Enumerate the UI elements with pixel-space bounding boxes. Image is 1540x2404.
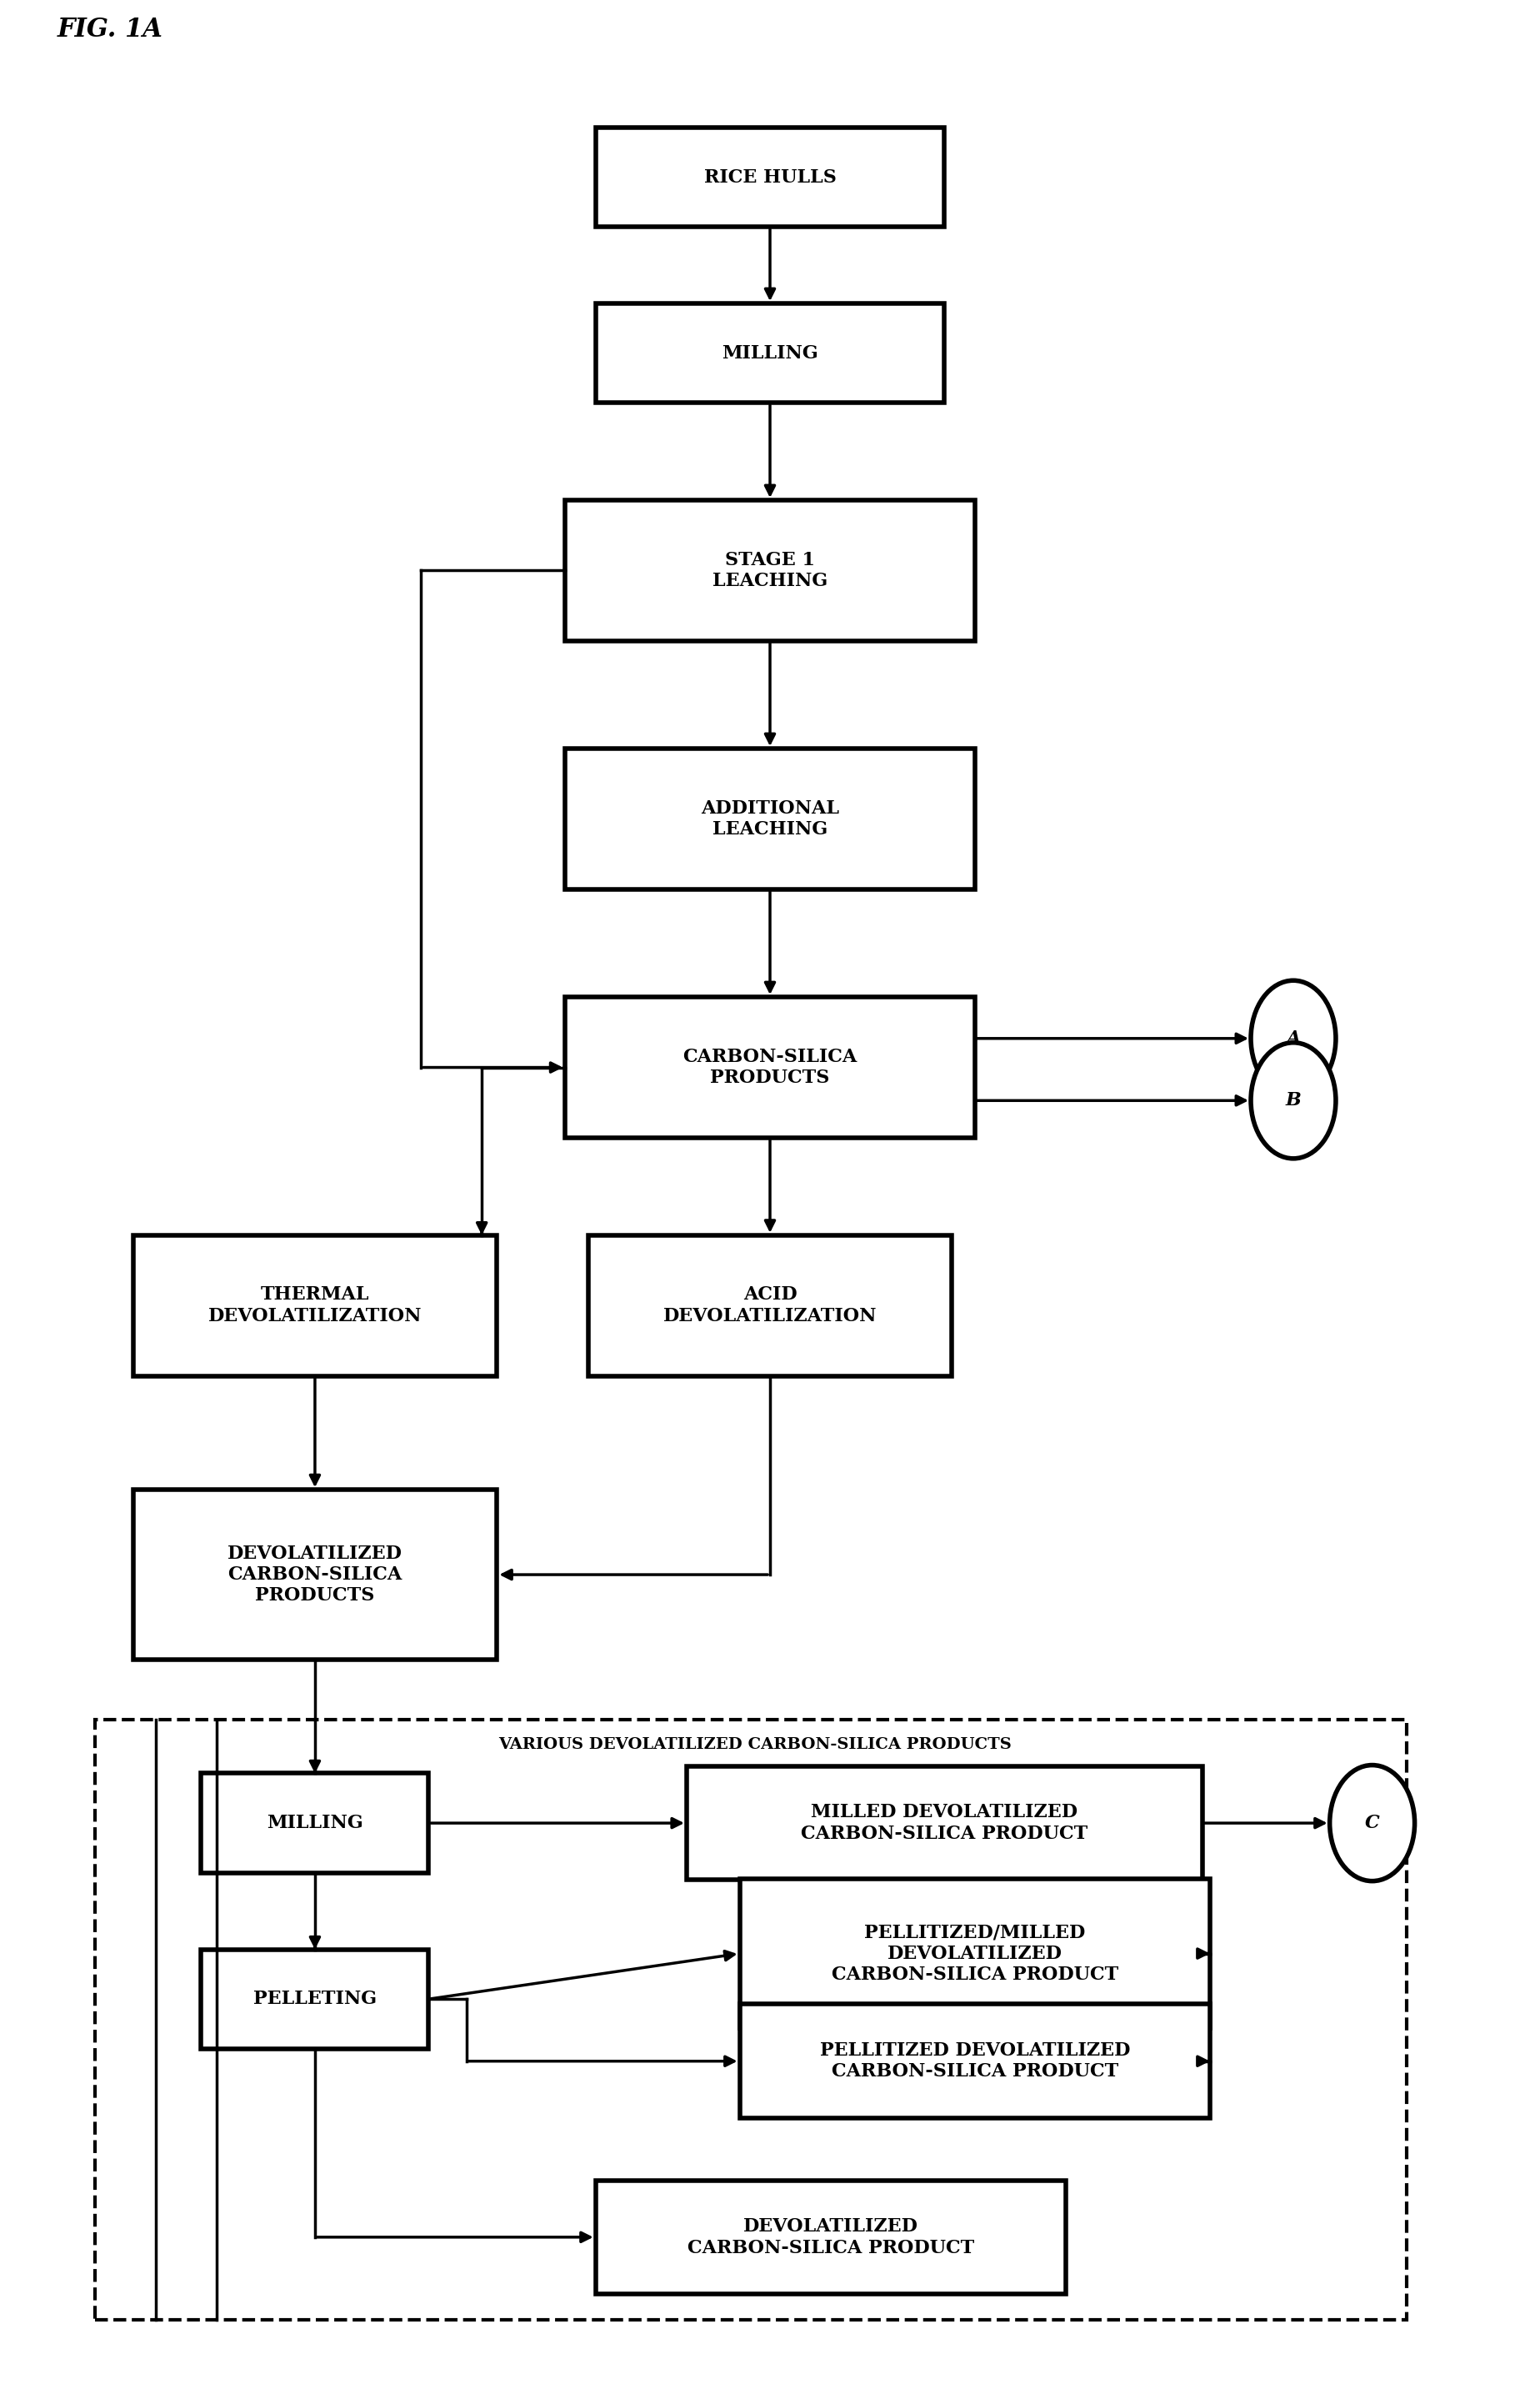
FancyBboxPatch shape bbox=[588, 1236, 952, 1375]
Text: CARBON-SILICA
PRODUCTS: CARBON-SILICA PRODUCTS bbox=[682, 1048, 858, 1087]
Text: VARIOUS DEVOLATILIZED CARBON-SILICA PRODUCTS: VARIOUS DEVOLATILIZED CARBON-SILICA PROD… bbox=[499, 1738, 1012, 1753]
Text: DEVOLATILIZED
CARBON-SILICA
PRODUCTS: DEVOLATILIZED CARBON-SILICA PRODUCTS bbox=[228, 1543, 402, 1606]
Text: STAGE 1
LEACHING: STAGE 1 LEACHING bbox=[713, 551, 827, 591]
Circle shape bbox=[1329, 1765, 1415, 1880]
Text: B: B bbox=[1286, 1091, 1301, 1111]
Text: DEVOLATILIZED
CARBON-SILICA PRODUCT: DEVOLATILIZED CARBON-SILICA PRODUCT bbox=[687, 2216, 975, 2257]
FancyBboxPatch shape bbox=[739, 2005, 1210, 2118]
FancyBboxPatch shape bbox=[596, 2180, 1066, 2293]
Text: ADDITIONAL
LEACHING: ADDITIONAL LEACHING bbox=[701, 798, 839, 839]
Text: RICE HULLS: RICE HULLS bbox=[704, 168, 836, 188]
Text: MILLING: MILLING bbox=[266, 1815, 363, 1832]
FancyBboxPatch shape bbox=[565, 500, 975, 642]
FancyBboxPatch shape bbox=[202, 1950, 428, 2048]
FancyBboxPatch shape bbox=[565, 748, 975, 889]
Text: PELLETING: PELLETING bbox=[253, 1991, 377, 2007]
Text: ACID
DEVOLATILIZATION: ACID DEVOLATILIZATION bbox=[664, 1286, 876, 1325]
Text: A: A bbox=[1286, 1029, 1300, 1048]
Text: MILLED DEVOLATILIZED
CARBON-SILICA PRODUCT: MILLED DEVOLATILIZED CARBON-SILICA PRODU… bbox=[801, 1803, 1087, 1844]
FancyBboxPatch shape bbox=[739, 1880, 1210, 2029]
Text: FIG. 1A: FIG. 1A bbox=[57, 17, 163, 43]
FancyBboxPatch shape bbox=[202, 1774, 428, 1873]
Text: THERMAL
DEVOLATILIZATION: THERMAL DEVOLATILIZATION bbox=[208, 1286, 422, 1325]
Text: MILLING: MILLING bbox=[722, 344, 818, 363]
Circle shape bbox=[1250, 1043, 1335, 1159]
FancyBboxPatch shape bbox=[132, 1236, 497, 1375]
FancyBboxPatch shape bbox=[565, 998, 975, 1137]
FancyBboxPatch shape bbox=[132, 1490, 497, 1659]
Circle shape bbox=[1250, 981, 1335, 1096]
FancyBboxPatch shape bbox=[596, 127, 944, 226]
Text: PELLITIZED/MILLED
DEVOLATILIZED
CARBON-SILICA PRODUCT: PELLITIZED/MILLED DEVOLATILIZED CARBON-S… bbox=[832, 1923, 1118, 1983]
FancyBboxPatch shape bbox=[687, 1767, 1203, 1880]
Text: C: C bbox=[1364, 1815, 1380, 1832]
Text: PELLITIZED DEVOLATILIZED
CARBON-SILICA PRODUCT: PELLITIZED DEVOLATILIZED CARBON-SILICA P… bbox=[819, 2041, 1130, 2082]
FancyBboxPatch shape bbox=[596, 303, 944, 404]
